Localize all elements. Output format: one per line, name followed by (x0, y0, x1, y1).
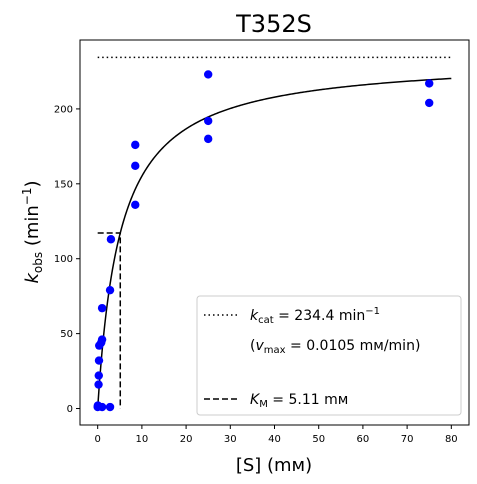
legend-vmax-text: (vmax = 0.0105 mм/min) (250, 338, 420, 356)
data-point (203, 134, 213, 144)
y-axis-label: kobs (min−1) (20, 180, 45, 283)
x-axis-label: [S] (mм) (236, 455, 312, 476)
data-point (94, 356, 104, 365)
data-point (97, 402, 107, 412)
data-point (105, 402, 115, 412)
data-point (203, 70, 213, 79)
data-point (203, 116, 213, 126)
legend-km-text: KM = 5.11 mм (250, 392, 348, 410)
data-point (131, 200, 140, 209)
data-point (131, 140, 140, 150)
data-point (94, 380, 103, 389)
y-tick-label: 200 (54, 104, 73, 115)
data-point (105, 285, 115, 295)
x-tick-label: 30 (224, 434, 237, 445)
ticks: 0 10 20 30 40 50 60 70 80 0 50 100 150 200 (54, 104, 458, 445)
x-tick-label: 60 (357, 434, 370, 445)
x-tick-label: 40 (268, 434, 281, 445)
x-tick-label: 70 (401, 434, 414, 445)
x-tick-label: 80 (445, 434, 458, 445)
legend-kcat-text: kcat = 234.4 min−1 (250, 306, 380, 326)
y-tick-label: 50 (60, 329, 73, 340)
fit-curve (96, 77, 452, 409)
y-tick-label: 0 (67, 404, 73, 415)
data-point (94, 371, 103, 380)
chart-title: T352S (235, 10, 312, 38)
data-point (97, 335, 107, 344)
plot-frame (79, 39, 470, 426)
y-tick-label: 150 (54, 179, 73, 190)
x-tick-label: 20 (180, 434, 193, 445)
x-tick-label: 50 (312, 434, 325, 445)
x-tick-label: 10 (136, 434, 149, 445)
x-tick-label: 0 (94, 434, 100, 445)
plot-area (93, 56, 452, 412)
data-point (97, 303, 107, 313)
legend: kcat = 234.4 min−1 (vmax = 0.0105 mм/min… (196, 295, 462, 416)
data-point (131, 161, 140, 171)
data-point (425, 98, 434, 108)
legend-box (196, 295, 462, 416)
data-point (106, 235, 116, 244)
data-point (425, 79, 434, 88)
y-tick-label: 100 (54, 254, 73, 265)
